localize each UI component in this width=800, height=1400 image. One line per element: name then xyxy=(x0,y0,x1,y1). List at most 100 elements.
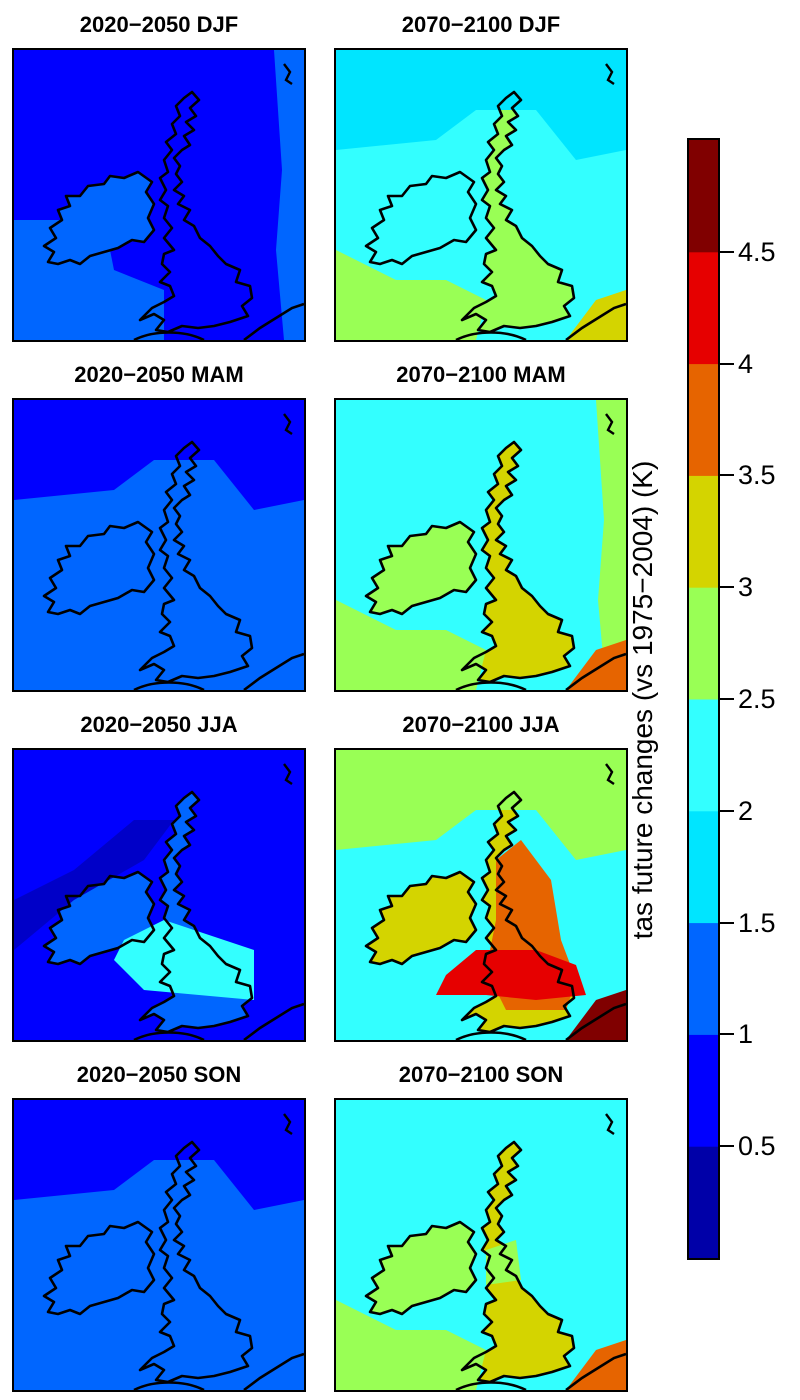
colorbar-segment xyxy=(689,810,718,924)
anomaly-region xyxy=(366,522,476,614)
map-field xyxy=(336,50,626,340)
coastline xyxy=(455,1381,527,1390)
map-panel xyxy=(334,748,628,1042)
panel-title: 2020−2050 JJA xyxy=(80,712,238,737)
coastline xyxy=(364,520,478,616)
coastline xyxy=(565,1002,626,1040)
coastline xyxy=(565,1352,626,1390)
colorbar-tick-label: 4.5 xyxy=(738,236,776,267)
colorbar-tick xyxy=(720,474,734,477)
coastline xyxy=(605,763,615,785)
anomaly-region xyxy=(436,950,586,1000)
anomaly-region xyxy=(336,750,626,860)
colorbar-segment xyxy=(689,587,718,700)
coastline xyxy=(133,1381,205,1390)
coastline xyxy=(243,302,304,340)
colorbar-segment xyxy=(689,1146,718,1258)
anomaly-region xyxy=(14,400,304,510)
map-field xyxy=(14,750,304,1040)
coastline xyxy=(455,331,527,340)
anomaly-region xyxy=(366,1222,476,1314)
panel-title: 2070−2100 MAM xyxy=(396,362,566,387)
anomaly-region xyxy=(336,600,486,690)
colorbar-segment xyxy=(689,251,718,365)
panel-title: 2020−2050 SON xyxy=(76,1062,242,1087)
coastline xyxy=(460,90,576,334)
colorbar-label: tas future changes (vs 1975−2004) (K) xyxy=(627,460,658,940)
colorbar-tick xyxy=(720,362,734,365)
anomaly-region xyxy=(596,400,626,690)
coastline xyxy=(364,1220,478,1316)
colorbar-tick xyxy=(720,698,734,700)
colorbar-segment xyxy=(689,475,718,588)
anomaly-region xyxy=(336,1300,486,1390)
map-field xyxy=(14,50,304,340)
coastline xyxy=(133,331,205,340)
colorbar-tick-label: 1.5 xyxy=(738,907,776,938)
colorbar-segment xyxy=(689,699,718,812)
coastline xyxy=(565,652,626,690)
colorbar-segment xyxy=(689,1034,718,1147)
anomaly-region xyxy=(114,920,254,1000)
coastline xyxy=(364,170,478,266)
colorbar-tick-label: 2 xyxy=(738,795,754,826)
coastline xyxy=(460,1140,576,1384)
anomaly-region xyxy=(14,1100,304,1210)
map-panel xyxy=(12,1098,306,1392)
coastline xyxy=(42,1220,156,1316)
coastline xyxy=(138,1140,254,1384)
map-panel xyxy=(12,748,306,1042)
coastline xyxy=(133,1031,205,1040)
coastline xyxy=(42,170,156,266)
panel-title: 2070−2100 JJA xyxy=(402,712,560,737)
coastline xyxy=(455,1031,527,1040)
colorbar-tick-label: 3 xyxy=(738,572,754,603)
map-panel xyxy=(12,48,306,342)
coastline xyxy=(138,440,254,684)
colorbar-tick-label: 4 xyxy=(738,348,754,379)
coastline xyxy=(243,652,304,690)
map-panel xyxy=(334,398,628,692)
coastline xyxy=(283,413,293,435)
map-field xyxy=(336,750,626,1040)
colorbar-tick xyxy=(720,809,734,812)
anomaly-region xyxy=(336,50,626,160)
coastline xyxy=(283,763,293,785)
coastline xyxy=(138,90,254,334)
colorbar-tick xyxy=(720,586,734,589)
coastline xyxy=(364,870,478,966)
anomaly-region xyxy=(366,172,476,264)
coastline xyxy=(243,1352,304,1390)
map-panel xyxy=(334,1098,628,1392)
colorbar-gradient xyxy=(689,140,718,1258)
anomaly-region xyxy=(44,172,154,264)
colorbar-tick xyxy=(720,921,734,924)
map-field xyxy=(336,400,626,690)
panel-title: 2020−2050 MAM xyxy=(74,362,244,387)
coastline xyxy=(42,520,156,616)
colorbar-segment xyxy=(689,140,718,253)
colorbar-tick xyxy=(720,1033,734,1036)
coastline xyxy=(605,1113,615,1135)
coastline xyxy=(565,302,626,340)
panel-title: 2020−2050 DJF xyxy=(79,12,239,37)
map-field xyxy=(336,1100,626,1390)
coastline xyxy=(605,63,615,85)
colorbar-tick-label: 3.5 xyxy=(738,460,776,491)
colorbar xyxy=(687,138,720,1260)
coastline xyxy=(138,790,254,1034)
coastline xyxy=(133,681,205,690)
coastline xyxy=(455,681,527,690)
colorbar-tick-label: 2.5 xyxy=(738,684,776,714)
coastline xyxy=(42,870,156,966)
colorbar-segment xyxy=(689,922,718,1035)
colorbar-tick xyxy=(720,250,734,253)
colorbar-tick xyxy=(720,1145,734,1148)
panel-title: 2070−2100 SON xyxy=(398,1062,564,1087)
coastline xyxy=(243,1002,304,1040)
coastline xyxy=(283,63,293,85)
map-field xyxy=(14,400,304,690)
anomaly-region xyxy=(366,872,476,964)
anomaly-region xyxy=(274,50,304,340)
colorbar-segment xyxy=(689,363,718,476)
